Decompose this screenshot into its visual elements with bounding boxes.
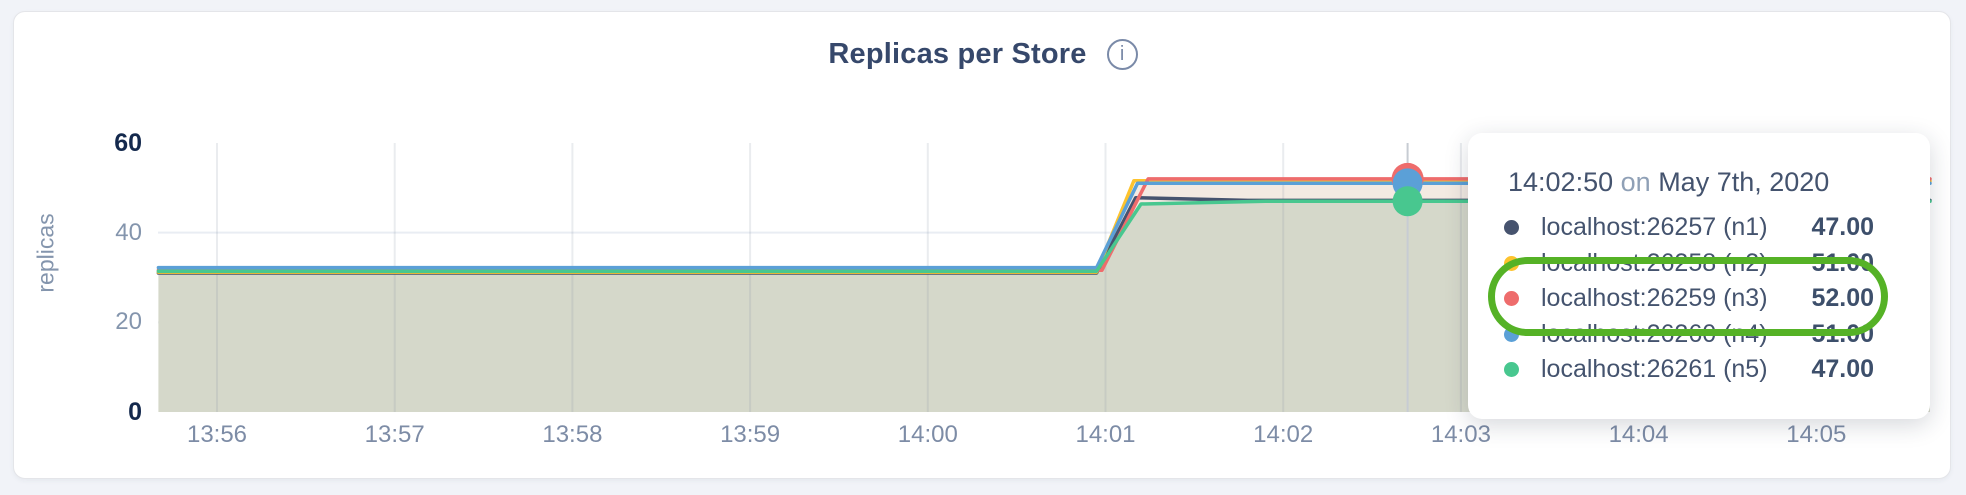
x-tick-label: 14:03	[1430, 421, 1491, 448]
tooltip-time: 14:02:50	[1508, 167, 1614, 197]
y-tick-label: 20	[115, 308, 142, 336]
x-tick-label: 14:05	[1786, 421, 1847, 448]
x-tick-label: 14:04	[1608, 421, 1669, 448]
series-color-dot	[1504, 291, 1519, 307]
tooltip-date: May 7th, 2020	[1658, 167, 1830, 197]
chart-title: Replicas per Store	[828, 38, 1087, 70]
x-tick-label: 13:59	[720, 421, 781, 448]
hover-tooltip: 14:02:50 on May 7th, 2020 localhost:2625…	[1468, 133, 1930, 419]
x-tick-label: 13:58	[542, 421, 603, 448]
x-tick-label: 14:02	[1253, 421, 1314, 448]
tooltip-row: localhost:26259 (n3) 52.00	[1504, 281, 1930, 317]
x-tick-label: 13:57	[364, 421, 425, 448]
series-color-dot	[1504, 362, 1519, 378]
series-value: 47.00	[1811, 213, 1874, 242]
series-value: 47.00	[1811, 355, 1874, 384]
series-color-dot	[1504, 326, 1519, 342]
series-color-dot	[1504, 220, 1519, 236]
series-label: localhost:26259 (n3)	[1541, 284, 1768, 313]
tooltip-row: localhost:26261 (n5) 47.00	[1504, 352, 1930, 388]
tooltip-row: localhost:26257 (n1) 47.00	[1504, 210, 1930, 246]
chart-header: Replicas per Store i	[0, 38, 1966, 71]
series-value: 51.00	[1811, 319, 1874, 348]
series-value: 51.00	[1811, 248, 1874, 277]
x-tick-label: 14:01	[1075, 421, 1136, 448]
tooltip-timestamp: 14:02:50 on May 7th, 2020	[1504, 167, 1930, 198]
series-label: localhost:26261 (n5)	[1541, 355, 1768, 384]
tooltip-on-word: on	[1620, 167, 1651, 197]
series-label: localhost:26257 (n1)	[1541, 213, 1768, 242]
tooltip-row: localhost:26258 (n2) 51.00	[1504, 246, 1930, 282]
y-tick-label: 0	[128, 398, 142, 426]
x-tick-label: 14:00	[897, 421, 958, 448]
x-tick-label: 13:56	[186, 421, 248, 448]
y-tick-label: 60	[114, 129, 142, 157]
y-tick-label: 40	[115, 218, 142, 246]
series-color-dot	[1504, 255, 1519, 271]
info-icon[interactable]: i	[1106, 39, 1138, 70]
series-value: 52.00	[1811, 284, 1874, 313]
tooltip-row: localhost:26260 (n4) 51.00	[1504, 317, 1930, 353]
series-label: localhost:26260 (n4)	[1541, 319, 1768, 348]
tooltip-legend-rows: localhost:26257 (n1) 47.00 localhost:26258…	[1488, 210, 1930, 388]
series-label: localhost:26258 (n2)	[1541, 248, 1768, 277]
